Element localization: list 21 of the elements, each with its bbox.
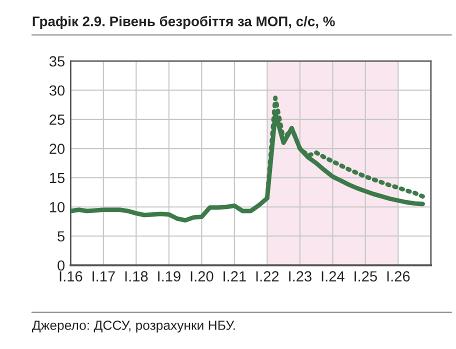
y-tick-label: 25 [50, 114, 65, 125]
y-tick-label: 30 [49, 85, 65, 96]
x-tick-label: I.19 [158, 271, 180, 282]
x-tick-label: I.20 [190, 271, 214, 282]
x-tick-label: I.25 [354, 271, 377, 282]
y-tick-label: 35 [49, 56, 65, 67]
x-tick-label: I.24 [322, 271, 344, 282]
y-tick-label: 0 [58, 260, 65, 271]
x-tick-label: I.23 [289, 271, 312, 282]
x-tick-label: I.17 [92, 271, 115, 282]
x-tick-label: I.16 [60, 271, 82, 282]
x-tick-label: I.18 [125, 271, 148, 282]
x-tick-label: I.22 [256, 271, 279, 282]
x-tick-label: I.21 [224, 271, 246, 282]
chart-title: Графік 2.9. Рівень безробіття за МОП, с/с, % [32, 16, 335, 30]
y-tick-label: 5 [58, 231, 65, 242]
y-tick-label: 10 [50, 202, 65, 212]
text: Джерело: ДССУ, розрахунки НБУ. [32, 320, 235, 333]
y-tick-label: 20 [50, 144, 65, 154]
y-tick-label: 15 [50, 172, 65, 184]
x-tick-label: I.26 [387, 271, 410, 282]
